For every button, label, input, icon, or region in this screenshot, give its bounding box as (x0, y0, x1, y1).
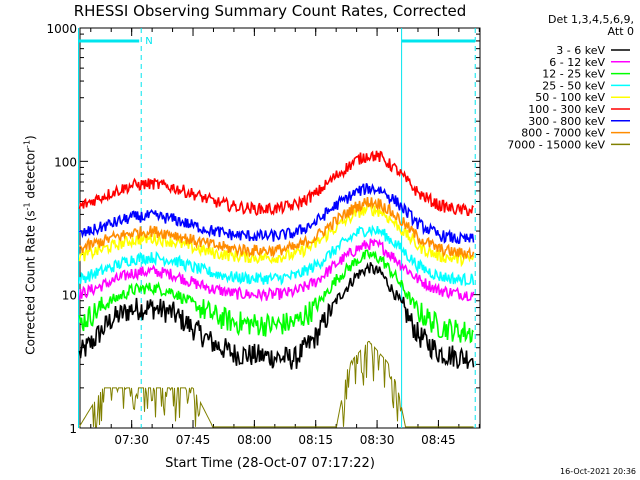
chart-title: RHESSI Observing Summary Count Rates, Co… (73, 2, 467, 20)
y-tick-label: 1000 (46, 22, 77, 36)
series-line (78, 150, 474, 216)
y-tick-label: 100 (54, 155, 77, 169)
y-axis-label: Corrected Count Rate (s-1 detector-1) (22, 135, 38, 355)
x-tick-label: 08:15 (298, 433, 333, 447)
x-axis-label: Start Time (28-Oct-07 07:17:22) (165, 456, 375, 471)
data-series (78, 150, 475, 428)
y-tick-label: 10 (62, 289, 77, 303)
x-tick-label: 08:30 (360, 433, 395, 447)
legend-label: 7000 - 15000 keV (507, 138, 605, 151)
y-tick-label: 1 (69, 422, 77, 436)
plot-frame (79, 27, 481, 429)
legend-header-line2: Att 0 (607, 25, 634, 38)
legend-label: 800 - 7000 keV (521, 127, 605, 140)
legend-label: 300 - 800 keV (528, 115, 605, 128)
legend-header-line1: Det 1,3,4,5,6,9, (547, 13, 634, 26)
legend-label: 25 - 50 keV (542, 79, 605, 92)
x-tick-label: 08:45 (421, 433, 456, 447)
legend-label: 50 - 100 keV (535, 91, 605, 104)
series-line (78, 249, 474, 344)
series-line (79, 196, 475, 261)
series-line (79, 340, 474, 428)
generation-timestamp: 16-Oct-2021 20:36 (560, 467, 636, 476)
series-line (78, 224, 475, 287)
legend-label: 6 - 12 keV (549, 56, 605, 69)
x-tick-label: 07:30 (114, 433, 149, 447)
legend-label: 100 - 300 keV (528, 103, 605, 116)
legend-label: 3 - 6 keV (556, 44, 605, 57)
legend-label: 12 - 25 keV (542, 68, 605, 81)
series-line (78, 262, 475, 370)
series-line (78, 238, 475, 303)
saa-night-markers: N (78, 28, 476, 428)
night-marker-label: N (145, 36, 152, 47)
x-tick-label: 08:00 (237, 433, 272, 447)
series-line (78, 183, 475, 245)
x-tick-label: 07:45 (176, 433, 211, 447)
